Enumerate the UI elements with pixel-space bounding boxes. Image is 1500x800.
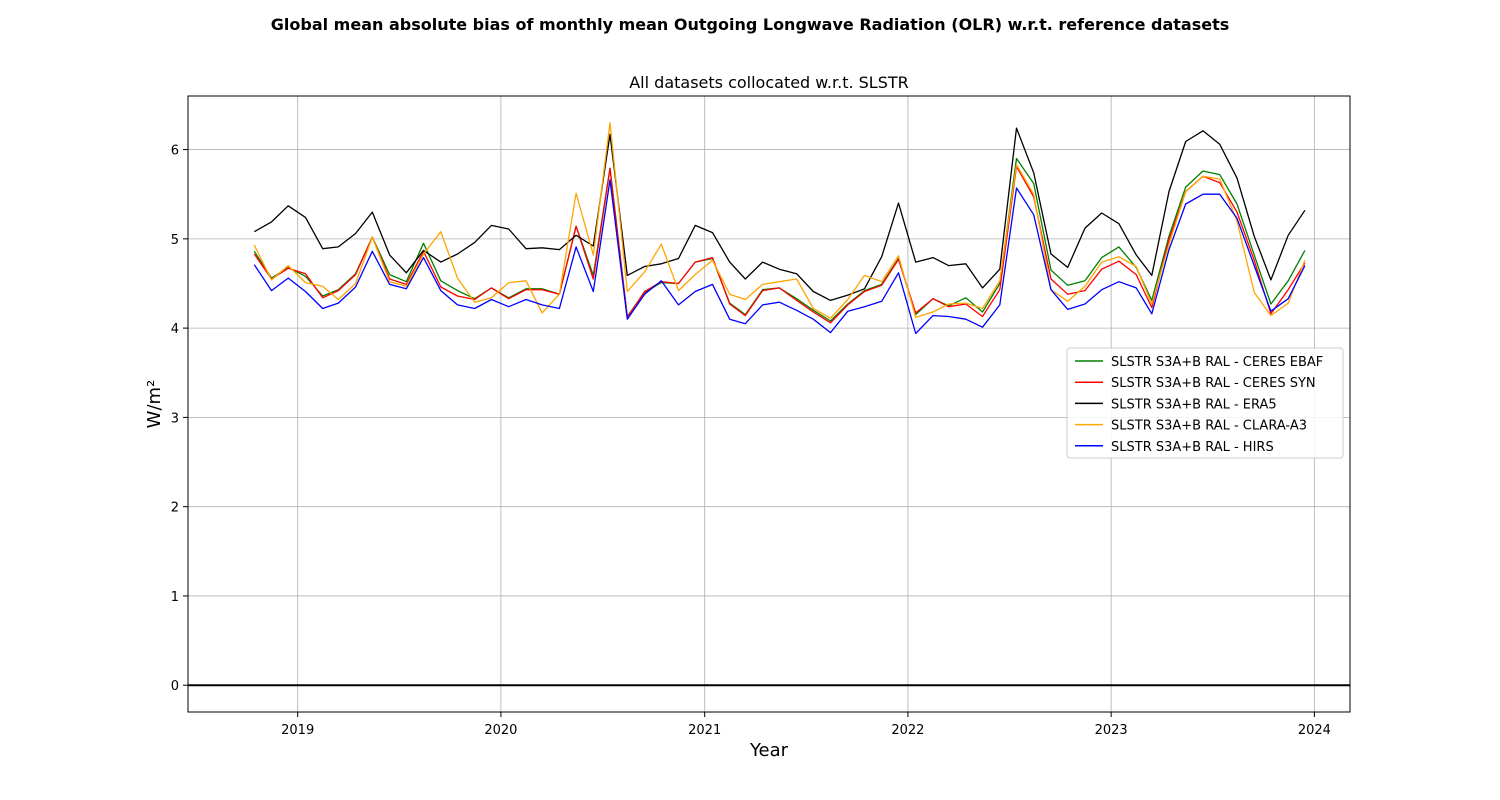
series-line-2 — [253, 127, 1306, 302]
x-tick-label: 2022 — [891, 723, 924, 738]
legend-label: SLSTR S3A+B RAL - ERA5 — [1111, 397, 1277, 412]
y-ticks: 0 1 2 3 4 5 6 — [171, 144, 188, 694]
x-axis-label: Year — [749, 740, 789, 761]
x-tick-label: 2024 — [1298, 723, 1331, 738]
y-tick-label: 4 — [171, 322, 179, 337]
y-axis-label: W/m² — [144, 380, 165, 429]
series-lines — [253, 122, 1306, 335]
y-tick-label: 6 — [171, 144, 179, 159]
y-tick-label: 5 — [171, 233, 179, 248]
x-tick-label: 2019 — [281, 723, 314, 738]
legend-label: SLSTR S3A+B RAL - HIRS — [1111, 440, 1274, 455]
legend-label: SLSTR S3A+B RAL - CERES EBAF — [1111, 355, 1323, 370]
series-line-1 — [253, 165, 1306, 324]
y-tick-label: 2 — [171, 501, 179, 516]
x-ticks: 2019 2020 2021 2022 2023 2024 — [281, 712, 1331, 738]
legend-label: SLSTR S3A+B RAL - CLARA-A3 — [1111, 419, 1307, 434]
x-tick-label: 2021 — [688, 723, 721, 738]
x-tick-label: 2023 — [1095, 723, 1128, 738]
chart-suptitle: Global mean absolute bias of monthly mea… — [271, 15, 1229, 34]
y-tick-label: 3 — [171, 411, 179, 426]
plot-frame — [187, 95, 1351, 713]
y-tick-label: 1 — [171, 590, 179, 605]
x-tick-label: 2020 — [484, 723, 517, 738]
legend-label: SLSTR S3A+B RAL - CERES SYN — [1111, 376, 1316, 391]
chart-title: All datasets collocated w.r.t. SLSTR — [629, 73, 909, 92]
series-line-3 — [253, 122, 1306, 319]
series-line-4 — [253, 179, 1306, 335]
legend-box — [1066, 347, 1344, 459]
y-tick-label: 0 — [171, 679, 179, 694]
legend: SLSTR S3A+B RAL - CERES EBAF SLSTR S3A+B … — [1066, 347, 1344, 459]
